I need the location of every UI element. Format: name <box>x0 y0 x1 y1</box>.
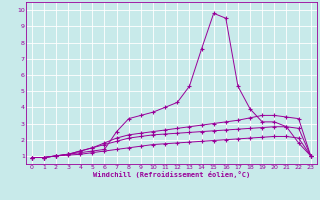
X-axis label: Windchill (Refroidissement éolien,°C): Windchill (Refroidissement éolien,°C) <box>92 171 250 178</box>
